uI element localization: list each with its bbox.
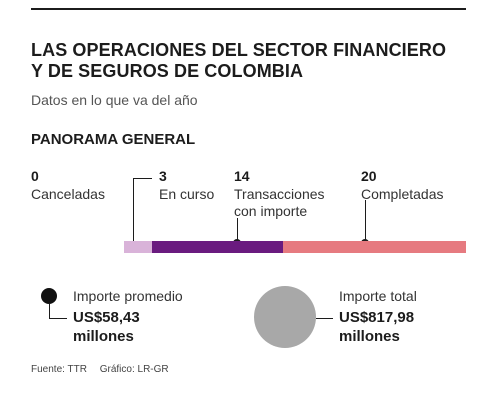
chart-subtitle: Datos en lo que va del año [31, 92, 198, 108]
stat-label-completadas: Completadas [361, 186, 444, 203]
stat-label-line: Canceladas [31, 186, 105, 202]
top-rule [31, 8, 466, 10]
stat-label-line: Transacciones [234, 186, 325, 202]
title-line-2: Y DE SEGUROS DE COLOMBIA [31, 61, 304, 81]
stat-value-canceladas: 0 [31, 168, 39, 184]
connector-canceladas-h [133, 178, 152, 179]
legend-value-importe-promedio: US$58,43 millones [73, 308, 140, 346]
legend-dot-importe-promedio [41, 288, 57, 304]
bar-segment-en-curso [152, 241, 283, 253]
bar-segment-completadas [283, 241, 466, 253]
legend-label-importe-total: Importe total [339, 288, 417, 304]
legend-value-line: US$817,98 [339, 309, 415, 326]
stat-value-completadas: 20 [361, 168, 377, 184]
chart-title: LAS OPERACIONES DEL SECTOR FINANCIERO Y … [31, 40, 471, 82]
legend-connector-total [316, 318, 333, 319]
source-note: Fuente: TTR [31, 364, 87, 375]
connector-canceladas [133, 178, 134, 244]
footer: Fuente: TTR Gráfico: LR-GR [31, 364, 169, 375]
bar-segment-canceladas [124, 241, 152, 253]
stat-label-en-curso: En curso [159, 186, 214, 203]
stat-label-transacciones: Transacciones con importe [234, 186, 325, 220]
connector-transacciones [237, 218, 238, 242]
legend-value-line: millones [339, 328, 400, 345]
stat-label-line: con importe [234, 203, 308, 219]
stat-label-canceladas: Canceladas [31, 186, 105, 203]
legend-connector-promedio [49, 304, 50, 318]
stat-value-en-curso: 3 [159, 168, 167, 184]
legend-value-line: millones [73, 328, 134, 345]
stat-value-transacciones: 14 [234, 168, 250, 184]
legend-dot-importe-total [254, 286, 316, 348]
section-heading: PANORAMA GENERAL [31, 131, 196, 148]
stat-label-line: En curso [159, 186, 215, 202]
legend-connector-promedio-h [49, 318, 67, 319]
stat-label-line: Completadas [361, 186, 444, 202]
legend-label-importe-promedio: Importe promedio [73, 288, 183, 304]
graphic-credit: Gráfico: LR-GR [99, 364, 169, 375]
legend-value-importe-total: US$817,98 millones [339, 308, 414, 346]
legend-value-line: US$58,43 [73, 309, 140, 326]
connector-completadas [365, 200, 366, 242]
title-line-1: LAS OPERACIONES DEL SECTOR FINANCIERO [31, 40, 447, 60]
